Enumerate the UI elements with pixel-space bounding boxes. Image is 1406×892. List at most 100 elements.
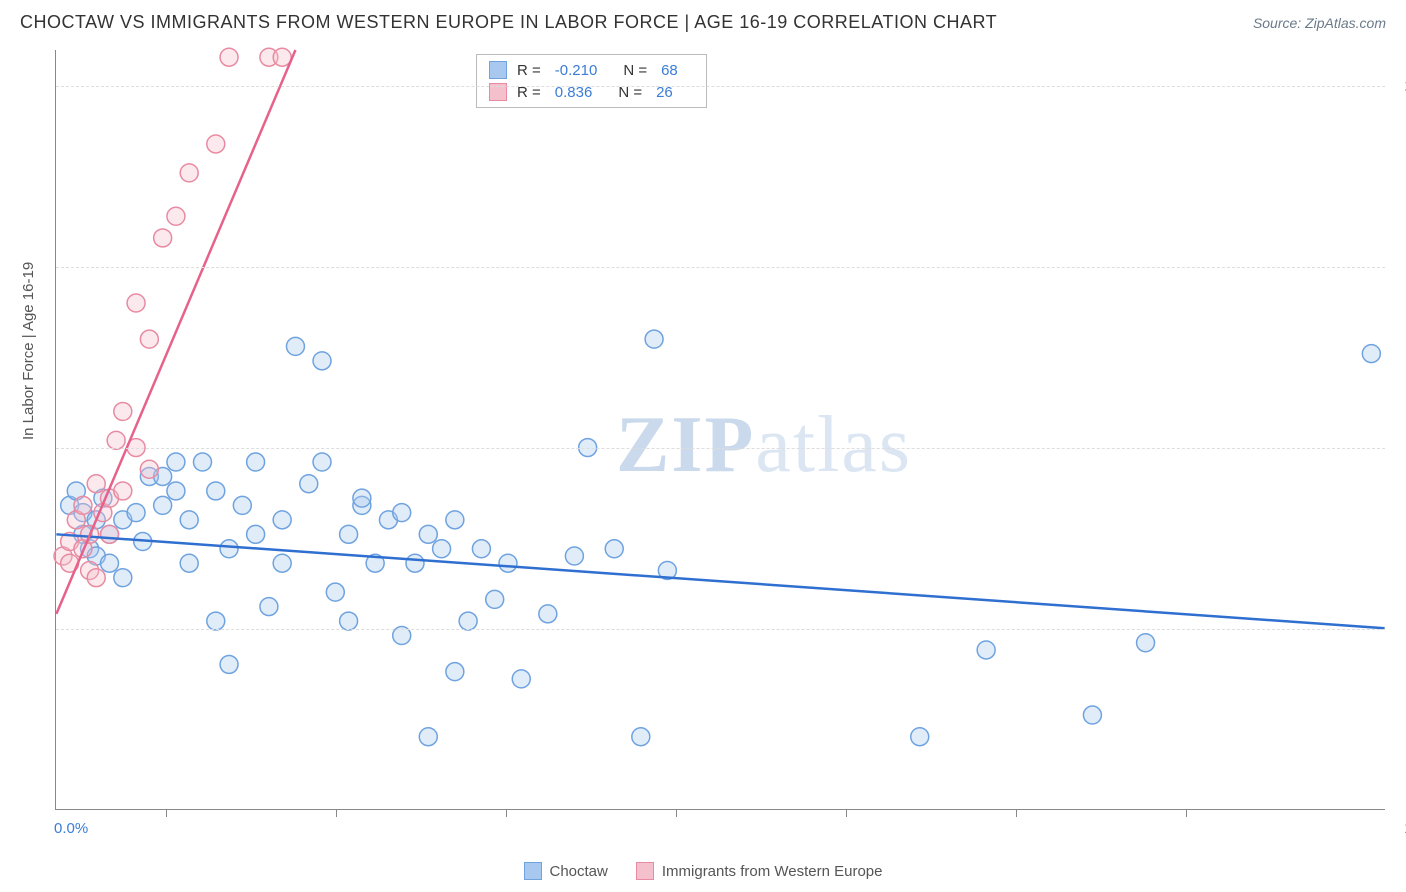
x-tick	[506, 809, 507, 817]
legend-item: Choctaw	[524, 862, 608, 880]
scatter-point	[247, 525, 265, 543]
y-tick-label: 50.0%	[1395, 440, 1406, 457]
scatter-point	[167, 482, 185, 500]
scatter-point	[911, 728, 929, 746]
scatter-point	[1137, 634, 1155, 652]
scatter-point	[154, 229, 172, 247]
legend-row: R = 0.836N =26	[489, 81, 694, 103]
regression-line	[56, 534, 1384, 628]
scatter-point	[167, 453, 185, 471]
plot-svg	[56, 50, 1385, 809]
scatter-point	[512, 670, 530, 688]
scatter-point	[273, 554, 291, 572]
scatter-point	[472, 540, 490, 558]
scatter-point	[286, 337, 304, 355]
scatter-point	[74, 496, 92, 514]
scatter-point	[313, 352, 331, 370]
x-tick	[1186, 809, 1187, 817]
scatter-point	[313, 453, 331, 471]
scatter-point	[645, 330, 663, 348]
scatter-point	[127, 294, 145, 312]
chart-header: CHOCTAW VS IMMIGRANTS FROM WESTERN EUROP…	[0, 0, 1406, 41]
scatter-chart: ZIPatlas R =-0.210N =68R = 0.836N =26 25…	[55, 50, 1385, 810]
scatter-point	[605, 540, 623, 558]
legend-row: R = -0.210 N = 68	[489, 59, 694, 81]
scatter-point	[632, 728, 650, 746]
legend-swatch	[489, 61, 507, 79]
scatter-point	[300, 475, 318, 493]
scatter-point	[977, 641, 995, 659]
scatter-point	[340, 612, 358, 630]
n-value: 68	[661, 62, 678, 79]
legend-swatch	[636, 862, 654, 880]
r-value: -0.210	[555, 62, 598, 79]
scatter-point	[220, 655, 238, 673]
scatter-point	[207, 612, 225, 630]
scatter-point	[180, 164, 198, 182]
scatter-point	[273, 511, 291, 529]
scatter-point	[539, 605, 557, 623]
scatter-point	[459, 612, 477, 630]
scatter-point	[101, 554, 119, 572]
scatter-point	[220, 48, 238, 66]
scatter-point	[446, 663, 464, 681]
scatter-point	[247, 453, 265, 471]
scatter-point	[140, 330, 158, 348]
scatter-point	[220, 540, 238, 558]
correlation-legend: R = -0.210 N = 68 R = 0.836N =26	[476, 54, 707, 108]
series-legend: Choctaw Immigrants from Western Europe	[0, 862, 1406, 880]
scatter-point	[207, 135, 225, 153]
scatter-point	[406, 554, 424, 572]
x-tick	[676, 809, 677, 817]
y-axis-label: In Labor Force | Age 16-19	[20, 262, 37, 440]
scatter-point	[127, 504, 145, 522]
scatter-point	[565, 547, 583, 565]
x-tick	[336, 809, 337, 817]
source-attribution: Source: ZipAtlas.com	[1253, 15, 1386, 31]
scatter-point	[340, 525, 358, 543]
scatter-point	[193, 453, 211, 471]
scatter-point	[114, 569, 132, 587]
gridline	[56, 448, 1385, 449]
x-tick	[846, 809, 847, 817]
x-axis-label: 0.0%	[54, 820, 88, 837]
scatter-point	[87, 569, 105, 587]
scatter-point	[419, 728, 437, 746]
r-label: R =	[517, 62, 541, 79]
scatter-point	[87, 475, 105, 493]
scatter-point	[233, 496, 251, 514]
legend-item: Immigrants from Western Europe	[636, 862, 883, 880]
scatter-point	[180, 511, 198, 529]
scatter-point	[180, 554, 198, 572]
gridline	[56, 629, 1385, 630]
legend-label: Choctaw	[550, 863, 608, 880]
x-tick	[1016, 809, 1017, 817]
scatter-point	[114, 482, 132, 500]
scatter-point	[433, 540, 451, 558]
x-tick	[166, 809, 167, 817]
scatter-point	[260, 598, 278, 616]
scatter-point	[154, 496, 172, 514]
n-label: N =	[623, 62, 647, 79]
scatter-point	[101, 525, 119, 543]
y-tick-label: 75.0%	[1395, 259, 1406, 276]
scatter-point	[446, 511, 464, 529]
scatter-point	[353, 489, 371, 507]
scatter-point	[1362, 345, 1380, 363]
scatter-point	[326, 583, 344, 601]
scatter-point	[393, 504, 411, 522]
scatter-point	[107, 431, 125, 449]
legend-swatch	[524, 862, 542, 880]
scatter-point	[499, 554, 517, 572]
gridline	[56, 267, 1385, 268]
scatter-point	[1083, 706, 1101, 724]
y-tick-label: 100.0%	[1395, 78, 1406, 95]
chart-title: CHOCTAW VS IMMIGRANTS FROM WESTERN EUROP…	[20, 12, 997, 33]
scatter-point	[419, 525, 437, 543]
scatter-point	[140, 460, 158, 478]
y-tick-label: 25.0%	[1395, 621, 1406, 638]
scatter-point	[486, 590, 504, 608]
scatter-point	[114, 402, 132, 420]
scatter-point	[167, 207, 185, 225]
gridline	[56, 86, 1385, 87]
